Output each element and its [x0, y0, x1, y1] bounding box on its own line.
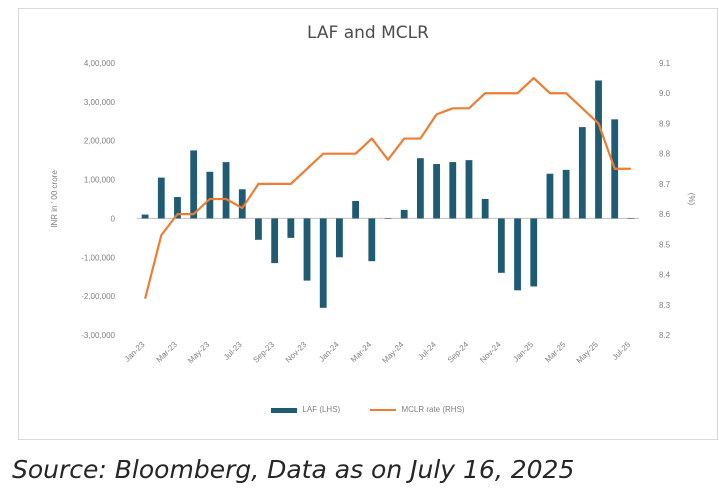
laf-bar	[627, 218, 635, 219]
x-tick-label: May-23	[186, 340, 212, 366]
chart-panel: LAF and MCLR 4,00,000 3,00,000 2,00,000 1,0…	[18, 8, 718, 440]
laf-bar	[465, 160, 473, 219]
y-right-tick-label: 8.3	[659, 301, 671, 310]
y-right-tick-label: 8.4	[659, 271, 671, 280]
laf-bar	[319, 218, 327, 308]
y-right-axis-title: (%)	[687, 193, 696, 206]
laf-bar	[190, 150, 198, 219]
laf-bar	[497, 218, 505, 273]
y-right-tick-label: 9.1	[659, 59, 671, 68]
x-tick-label: Jul-23	[222, 340, 244, 362]
legend-item-mclr: MCLR rate (RHS)	[370, 405, 465, 415]
legend-swatch-mclr	[370, 409, 397, 412]
y-left-tick-label: 1,00,000	[84, 176, 116, 185]
x-tick-label: Jul-24	[416, 340, 438, 362]
laf-bar	[481, 199, 489, 219]
laf-bar	[157, 177, 165, 219]
chart-title: LAF and MCLR	[307, 23, 429, 43]
x-tick-label: Sep-24	[446, 340, 471, 365]
y-right-tick-label: 8.7	[659, 180, 671, 189]
mclr-line	[144, 77, 631, 300]
laf-bar	[222, 162, 230, 219]
x-tick-label: May-24	[380, 340, 406, 366]
y-right-tick-label: 8.6	[659, 210, 671, 219]
laf-bar	[206, 171, 214, 219]
y-left-tick-label: 0	[111, 214, 116, 223]
laf-bar	[255, 218, 262, 240]
laf-bar	[416, 158, 424, 219]
laf-bar	[449, 162, 457, 219]
chart-plot: 4,00,000 3,00,000 2,00,000 1,00,000 0 -1,00,0…	[50, 59, 696, 366]
legend-label-mclr: MCLR rate (RHS)	[401, 405, 465, 415]
laf-bar	[595, 80, 602, 219]
laf-bar	[433, 164, 440, 219]
y-right-tick-label: 8.9	[659, 119, 671, 128]
legend-label-laf: LAF (LHS)	[302, 405, 341, 415]
laf-bar	[271, 218, 279, 264]
y-left-tick-label: 4,00,000	[84, 59, 116, 68]
x-tick-label: Jan-25	[511, 340, 535, 364]
laf-bar	[400, 209, 408, 219]
y-right-tick-label: 8.5	[659, 240, 671, 249]
laf-bar	[141, 214, 149, 219]
laf-bar	[336, 218, 343, 258]
y-left-tick-label: 3,00,000	[84, 98, 116, 107]
x-tick-label: May-25	[575, 340, 601, 366]
laf-bar	[546, 173, 554, 219]
x-tick-label: Nov-24	[478, 340, 503, 365]
x-tick-label: Jan-24	[317, 340, 341, 364]
laf-bar	[238, 189, 246, 219]
x-tick-label: Mar-23	[155, 340, 180, 365]
laf-bar	[562, 169, 570, 219]
x-tick-label: Mar-25	[543, 340, 568, 365]
laf-bar	[303, 218, 311, 281]
y-left-tick-label: -3,00,000	[81, 331, 115, 340]
source-note: Source: Bloomberg, Data as on July 16, 2…	[12, 455, 575, 484]
legend-item-laf: LAF (LHS)	[271, 405, 340, 414]
laf-bar	[514, 218, 521, 291]
y-right-tick-label: 9.0	[659, 89, 671, 98]
x-tick-label: Nov-23	[284, 340, 309, 365]
laf-bar	[530, 218, 538, 287]
laf-bar	[287, 218, 295, 238]
y-left-axis-title: INR in ' 00 crore	[50, 170, 59, 228]
x-tick-label: Jan-23	[123, 340, 147, 364]
legend-swatch-laf	[271, 407, 298, 413]
laf-bar	[384, 218, 392, 219]
laf-bar	[174, 197, 181, 219]
y-left-tick-label: -2,00,000	[81, 292, 115, 301]
laf-bar	[578, 127, 586, 219]
y-left-tick-label: -1,00,000	[81, 253, 115, 262]
y-left-tick-label: 2,00,000	[84, 137, 116, 146]
laf-bar	[352, 200, 360, 219]
y-right-tick-label: 8.8	[659, 150, 671, 159]
laf-bar	[368, 218, 376, 262]
x-tick-label: Mar-24	[349, 340, 374, 365]
x-tick-label: Jul-25	[611, 340, 633, 362]
x-tick-label: Sep-23	[251, 340, 276, 365]
y-right-tick-label: 8.2	[659, 331, 671, 340]
chart-legend: LAF (LHS) MCLR rate (RHS)	[19, 405, 717, 414]
